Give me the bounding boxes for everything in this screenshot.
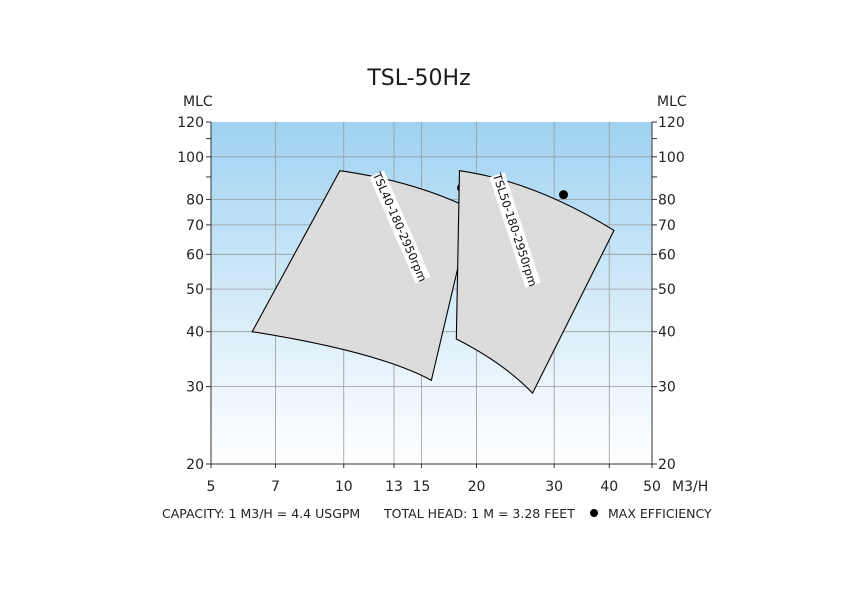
x-tick-label: 30 bbox=[545, 479, 563, 495]
y-tick-label-right: 60 bbox=[658, 247, 676, 263]
x-tick-label: 50 bbox=[643, 479, 661, 495]
legend-max-efficiency-label: MAX EFFICIENCY bbox=[608, 506, 712, 521]
axes: 20 20 30 30 40 40 50 50 60 60 70 70 80 80 100 100 120 120… bbox=[177, 115, 684, 495]
x-tick-label: 5 bbox=[207, 479, 216, 495]
series-label-background bbox=[489, 172, 541, 288]
y-tick-label-right: 50 bbox=[658, 282, 676, 298]
y-tick-label-right: 20 bbox=[658, 457, 676, 473]
x-tick-label: 20 bbox=[468, 479, 486, 495]
y-tick-label-left: 30 bbox=[186, 380, 204, 396]
capacity-note: CAPACITY: 1 M3/H = 4.4 USGPM bbox=[162, 506, 361, 521]
x-tick-label: 15 bbox=[412, 479, 430, 495]
x-tick-label: 7 bbox=[271, 479, 280, 495]
y-tick-label-right: 70 bbox=[658, 218, 676, 234]
series-label-background bbox=[369, 170, 431, 284]
y-tick-label-right: 100 bbox=[658, 150, 685, 166]
y-tick-label-left: 80 bbox=[186, 192, 204, 208]
y-tick-label-left: 20 bbox=[186, 457, 204, 473]
y-tick-label-left: 100 bbox=[177, 150, 204, 166]
y-tick-label-left: 50 bbox=[186, 282, 204, 298]
x-tick-label: 40 bbox=[600, 479, 618, 495]
total-head-note: TOTAL HEAD: 1 M = 3.28 FEET bbox=[384, 506, 575, 521]
y-axis-label-right: MLC bbox=[657, 94, 687, 110]
max-efficiency-dot-icon bbox=[590, 509, 598, 517]
y-tick-label-left: 40 bbox=[186, 325, 204, 341]
y-tick-label-left: 120 bbox=[177, 115, 204, 131]
y-axis-label-left: MLC bbox=[183, 94, 213, 110]
y-tick-label-left: 60 bbox=[186, 247, 204, 263]
performance-regions: TSL40-180-2950rpm TSL50-180-2950rpm bbox=[251, 169, 615, 395]
y-tick-label-left: 70 bbox=[186, 218, 204, 234]
x-tick-label: 10 bbox=[335, 479, 353, 495]
y-tick-label-right: 120 bbox=[658, 115, 685, 131]
legend-max-efficiency: MAX EFFICIENCY bbox=[590, 506, 712, 521]
y-tick-label-right: 40 bbox=[658, 325, 676, 341]
x-axis-label: M3/H bbox=[672, 479, 708, 495]
performance-region-1 bbox=[251, 170, 473, 382]
y-tick-label-right: 80 bbox=[658, 192, 676, 208]
y-tick-label-right: 30 bbox=[658, 380, 676, 396]
max-efficiency-point bbox=[559, 190, 569, 200]
x-tick-label: 13 bbox=[385, 479, 403, 495]
chart-title: TSL-50Hz bbox=[366, 66, 470, 91]
